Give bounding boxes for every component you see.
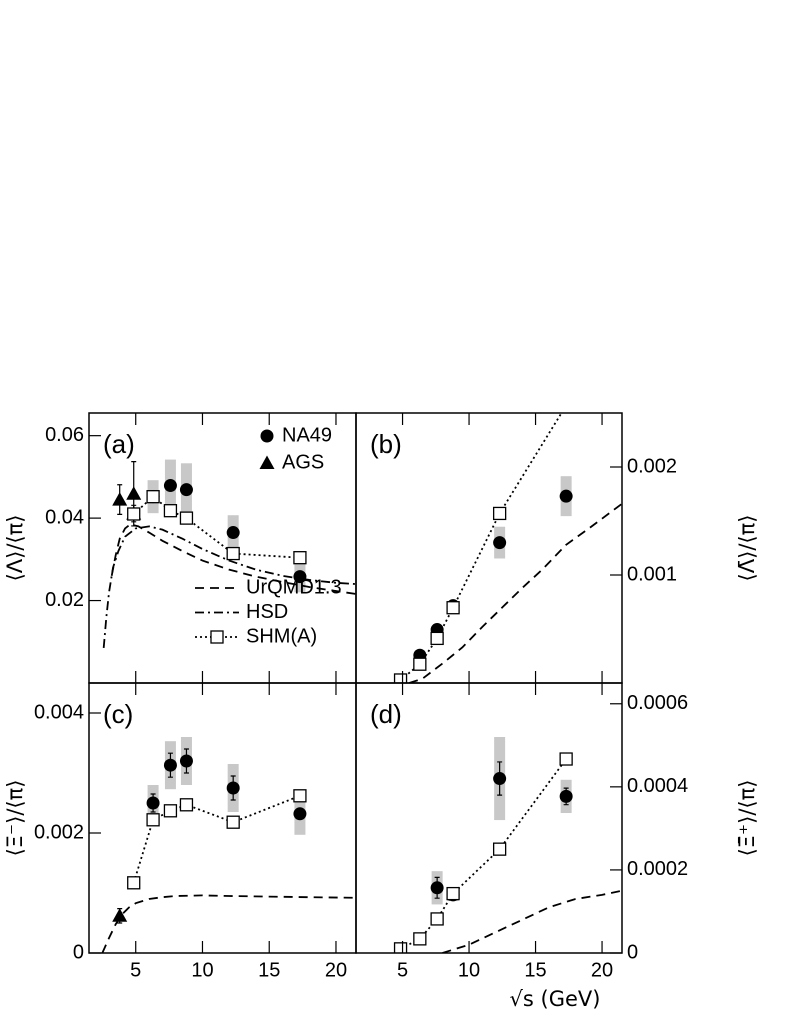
x-tick-label: 15 [524, 959, 546, 981]
marker-circle [493, 772, 507, 786]
marker-circle [293, 807, 307, 821]
plot-area [102, 459, 356, 649]
x-tick-label: 20 [325, 959, 347, 981]
curve [408, 502, 622, 683]
marker-circle [163, 758, 177, 772]
marker-square [226, 815, 240, 829]
panel: 0.02 0.04 0.06 ⟨Λ⟩/⟨π⟩ (a) NA49 AGS UrQMD1.3 HSD… [3, 412, 357, 684]
plot-area [393, 399, 622, 683]
x-tick-label: 5 [397, 959, 408, 981]
curve [110, 523, 356, 595]
marker-square [179, 511, 194, 525]
marker-square [127, 507, 141, 521]
y-tick-label: 0.06 [45, 424, 84, 446]
marker-square [446, 886, 460, 901]
marker-square [446, 601, 460, 615]
marker-square [430, 631, 444, 646]
legend-label: NA49 [282, 424, 332, 446]
marker-circle [260, 429, 274, 443]
marker-circle [559, 789, 573, 803]
marker-circle [179, 754, 193, 768]
x-tick-label: 20 [591, 959, 613, 981]
y-tick-label: 0.0004 [627, 775, 688, 797]
x-axis-label: √s (GeV) [510, 987, 601, 1011]
legend-label: HSD [246, 601, 288, 623]
panel: 0.001 0.002 ⟨Λ̄⟩/⟨π⟩ (b) [355, 399, 759, 684]
marker-triangle [112, 492, 128, 506]
x-tick-label: 10 [191, 959, 213, 981]
marker-square [146, 813, 160, 827]
x-tick-label: 15 [258, 959, 280, 981]
y-axis-label: ⟨Ξ̄⁺⟩/⟨π⟩ [735, 780, 759, 857]
y-tick-label: 0.02 [45, 589, 84, 611]
y-axis-label: ⟨Λ⟩/⟨π⟩ [3, 515, 27, 582]
y-tick-label: 0.04 [45, 506, 84, 528]
curve [101, 894, 356, 953]
curve [442, 889, 622, 953]
marker-square [210, 630, 224, 644]
legend-label: AGS [282, 451, 324, 473]
curve [102, 525, 356, 649]
curve [133, 495, 300, 559]
plot-area [101, 737, 356, 953]
marker-square [146, 490, 160, 504]
y-tick-label: 0.001 [627, 563, 677, 585]
panel: 5 10 15 20 0 0.002 0.004 ⟨Ξ⁻⟩/⟨π⟩ (c) [3, 682, 357, 981]
marker-square [559, 752, 573, 766]
marker-square [430, 912, 444, 926]
marker-square [127, 876, 141, 890]
marker-circle [226, 781, 240, 795]
marker-square [163, 504, 178, 518]
marker-square [179, 798, 194, 812]
marker-circle [179, 483, 193, 497]
panel-label: (d) [370, 699, 402, 729]
marker-circle [559, 489, 573, 503]
panel-label: (c) [103, 699, 133, 729]
y-tick-label: 0.004 [34, 701, 84, 723]
marker-square [413, 657, 427, 671]
marker-circle [163, 479, 177, 493]
panel: 5 10 15 20 0 0.0002 0.0004 0.0006 ⟨Ξ̄⁺⟩/⟨π⟩ (d) √s… [355, 682, 759, 1011]
x-tick-label: 10 [458, 959, 480, 981]
marker-circle [146, 796, 160, 810]
y-tick-label: 0.002 [627, 455, 677, 477]
marker-circle [293, 570, 307, 584]
marker-triangle [259, 455, 275, 469]
marker-square [393, 673, 408, 683]
marker-square [293, 551, 307, 565]
legend-label: SHM(A) [246, 625, 317, 647]
marker-square [393, 942, 408, 953]
y-tick-label: 0 [627, 941, 638, 963]
y-tick-label: 0 [73, 941, 84, 963]
y-axis-label: ⟨Λ̄⟩/⟨π⟩ [735, 515, 759, 582]
marker-circle [430, 881, 444, 895]
y-tick-label: 0.0002 [627, 858, 688, 880]
y-axis-label: ⟨Ξ⁻⟩/⟨π⟩ [3, 780, 27, 857]
marker-square [293, 789, 307, 803]
plot-area [393, 737, 622, 953]
marker-square [226, 546, 240, 561]
marker-square [560, 399, 572, 411]
x-tick-label: 5 [130, 959, 141, 981]
curve [132, 794, 301, 884]
marker-triangle [112, 908, 128, 922]
marker-square [163, 804, 178, 818]
panel-label: (a) [103, 429, 135, 459]
panel-frame [355, 682, 623, 954]
marker-square [492, 842, 507, 856]
marker-circle [493, 536, 507, 550]
curve [400, 758, 567, 950]
curve [399, 413, 563, 681]
marker-square [413, 932, 427, 946]
marker-square [492, 506, 507, 521]
panel-label: (b) [370, 429, 402, 459]
y-tick-label: 0.002 [34, 821, 84, 843]
marker-triangle [126, 486, 142, 500]
y-tick-label: 0.0006 [627, 692, 688, 714]
legend-label: UrQMD1.3 [246, 576, 342, 598]
marker-circle [226, 526, 240, 540]
